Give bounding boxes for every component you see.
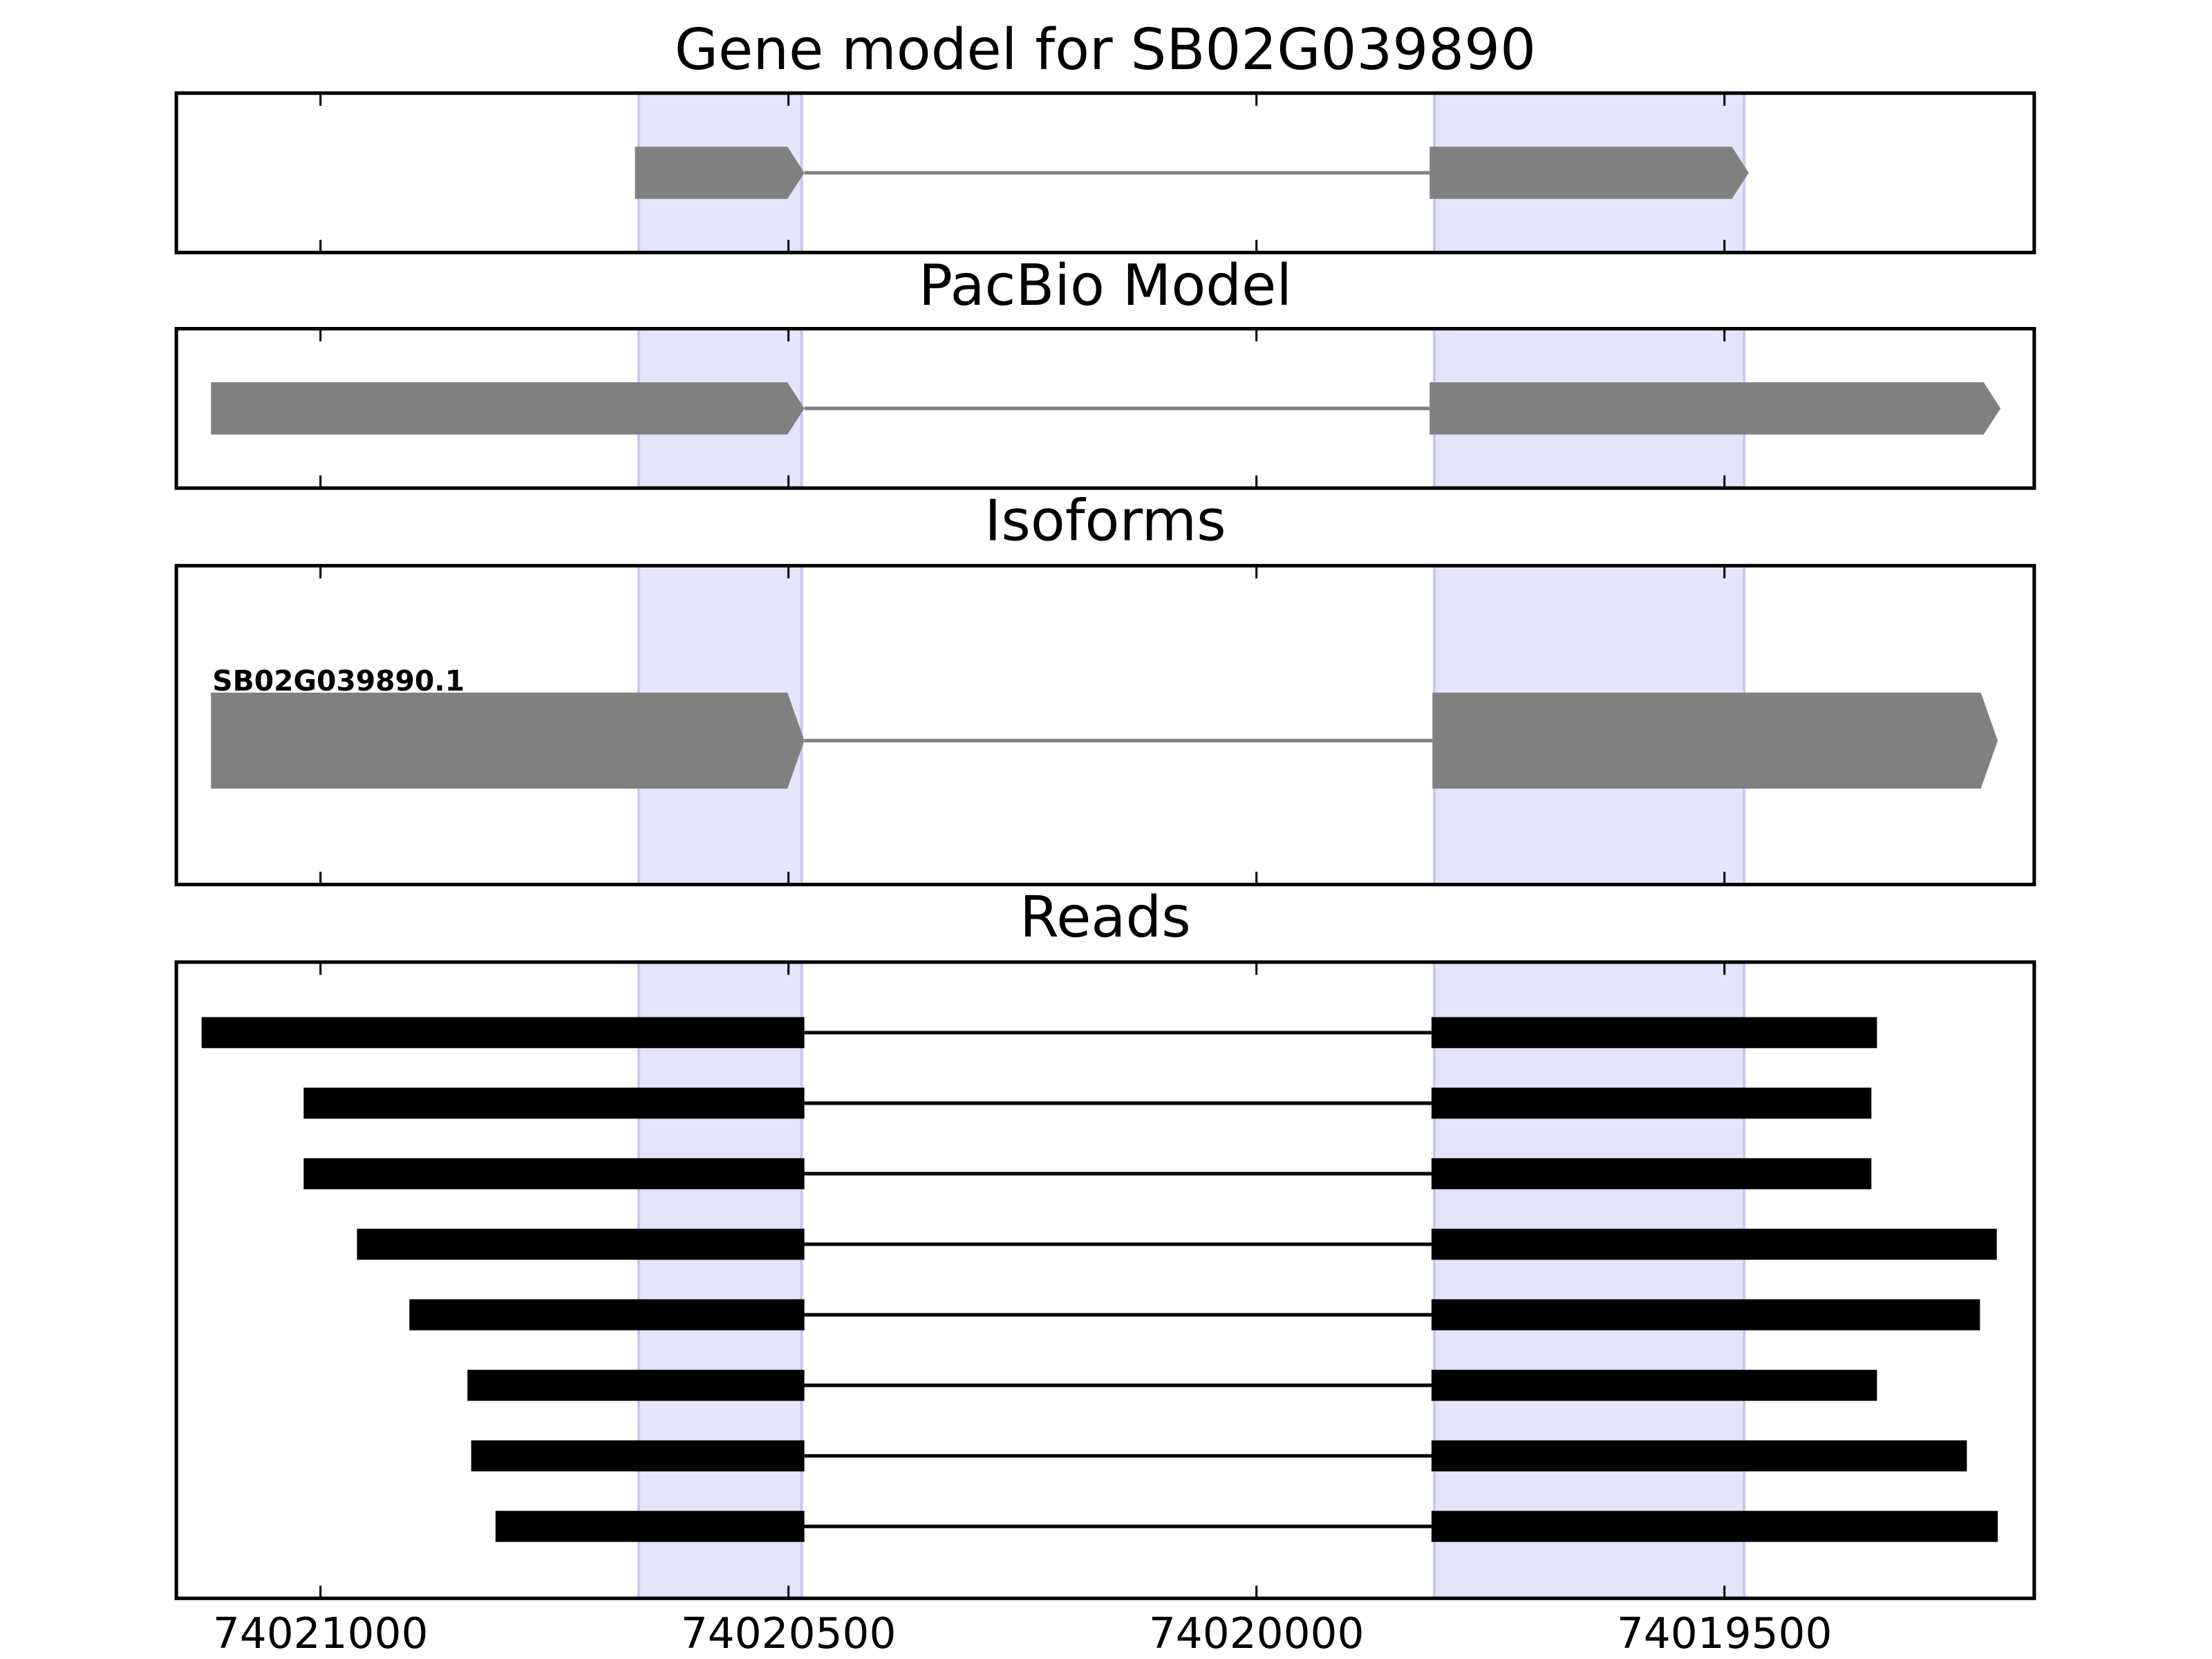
read-block bbox=[467, 1369, 805, 1401]
highlight-region bbox=[1432, 960, 1746, 1600]
exon bbox=[211, 693, 805, 789]
read-block bbox=[1431, 1228, 1997, 1260]
read-block bbox=[303, 1158, 805, 1190]
panel-frame bbox=[174, 91, 2036, 254]
highlight-region bbox=[637, 960, 803, 1600]
exon bbox=[1430, 147, 1749, 199]
x-tick-label: 74020000 bbox=[1149, 1609, 1365, 1658]
read-block bbox=[1431, 1017, 1877, 1049]
read-block bbox=[471, 1440, 805, 1472]
exon bbox=[1430, 382, 2001, 435]
x-tick-label: 74021000 bbox=[213, 1609, 429, 1658]
panel-frame bbox=[174, 563, 2036, 887]
read-block bbox=[1431, 1299, 1980, 1331]
isoform-label: SB02G039890.1 bbox=[212, 664, 465, 697]
read-block bbox=[1431, 1510, 1998, 1542]
read-block bbox=[303, 1087, 805, 1119]
panel-title: Gene model for SB02G039890 bbox=[675, 17, 1536, 83]
x-tick-label: 74020500 bbox=[681, 1609, 897, 1658]
read-block bbox=[201, 1017, 805, 1049]
panel-title: PacBio Model bbox=[919, 253, 1292, 319]
read-block bbox=[1431, 1440, 1967, 1472]
read-block bbox=[357, 1228, 805, 1260]
panel-frame bbox=[174, 326, 2036, 490]
panel-title: Isoforms bbox=[984, 489, 1226, 554]
panel-frame bbox=[174, 960, 2036, 1600]
exon bbox=[211, 382, 805, 435]
read-block bbox=[1431, 1369, 1877, 1401]
read-block bbox=[495, 1510, 805, 1542]
read-block bbox=[409, 1299, 805, 1331]
read-block bbox=[1431, 1087, 1872, 1119]
exon bbox=[1432, 693, 1998, 789]
x-tick-label: 74019500 bbox=[1617, 1609, 1833, 1658]
exon bbox=[635, 147, 805, 199]
panel-title: Reads bbox=[1020, 885, 1191, 950]
read-block bbox=[1431, 1158, 1872, 1190]
